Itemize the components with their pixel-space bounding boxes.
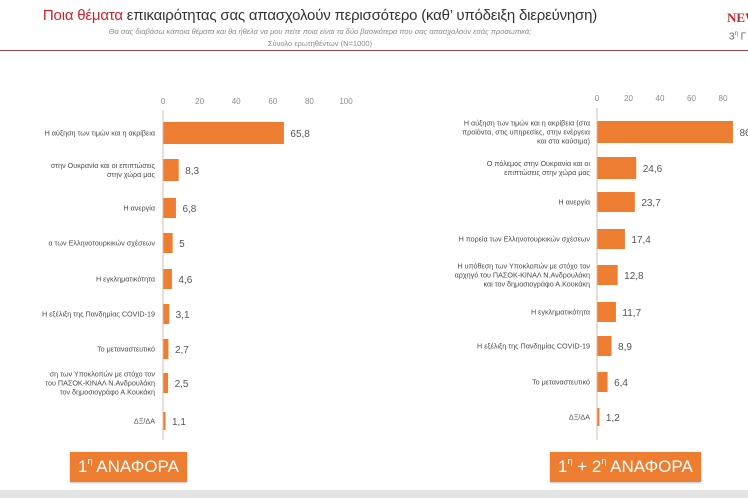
chart-first-mention: 0 20 40 60 80 100 65,8 Η αύξηση των τιμών και η… — [42, 97, 353, 440]
bar — [163, 304, 170, 324]
value-label: 24,6 — [643, 164, 663, 175]
category-label: Η εγκληματικότητα — [96, 275, 155, 284]
value-label: 2,7 — [175, 345, 189, 356]
tick-label: 100 — [339, 97, 353, 106]
badge-num: 1 — [78, 457, 88, 476]
edition-number: 3 — [729, 31, 735, 43]
bar — [163, 373, 169, 393]
value-label: 1,1 — [172, 417, 186, 428]
bar — [163, 339, 169, 359]
bar — [597, 265, 618, 285]
bar — [597, 229, 625, 249]
edition-sup: η — [734, 31, 738, 37]
tick-label: 40 — [656, 94, 665, 103]
value-label: 3,1 — [176, 310, 190, 321]
tick-label: 20 — [624, 94, 633, 103]
category-label: Η εγκληματικότητα — [531, 308, 590, 317]
category-label: Η ανεργία — [558, 198, 590, 207]
badge-text: ΑΝΑΦΟΡΑ — [92, 457, 179, 476]
tick-label: 0 — [161, 97, 166, 106]
category-label: Η υπόθεση των Υποκλοπών με στόχο τον — [457, 262, 590, 271]
value-label: 2,5 — [175, 379, 189, 390]
category-label: επιπτώσεις στην χώρα μας — [504, 168, 590, 177]
tick-label: 60 — [268, 97, 277, 106]
tick-label: 20 — [195, 97, 204, 106]
question-text: Θα σας διαβάσω κάποια θέματα και θα ήθελ… — [108, 27, 532, 36]
category-label: Το μεταναστευτικό — [532, 378, 590, 387]
badge-sup: η — [567, 456, 573, 466]
bar — [163, 412, 166, 430]
tick-label: 40 — [232, 97, 241, 106]
bar — [597, 121, 733, 143]
value-label: 8,9 — [618, 342, 632, 353]
category-label: αρχηγό του ΠΑΣΟΚ-ΚΙΝΑΛ Ν.Ανδρουλάκη — [455, 271, 590, 280]
value-label: 4,6 — [178, 275, 192, 286]
value-label: 8,3 — [185, 166, 199, 177]
badge-plus: + — [572, 457, 592, 476]
bar — [163, 233, 173, 253]
bar — [163, 269, 172, 289]
category-label: στην χώρα μας — [107, 170, 156, 179]
tick-label: 60 — [687, 94, 696, 103]
bar — [597, 408, 600, 426]
badge-sup-2: η — [601, 456, 607, 466]
category-label: Το μεταναστευτικό — [97, 345, 155, 354]
category-label: στην Ουκρανία και οι επιπτώσεις — [51, 161, 156, 170]
bar — [597, 192, 635, 212]
title-text: επικαιρότητας σας απασχολούν περισσότερο… — [122, 7, 598, 24]
bar — [597, 372, 608, 392]
chart-first-second-mention: 0 20 40 60 80 86 Η αύξηση των τιμών και η ακρί… — [455, 94, 748, 440]
category-label: Η ανεργία — [123, 204, 155, 213]
category-label: και τον δημοσιογράφο Α.Κουκάκη — [483, 280, 590, 289]
bar — [597, 157, 637, 179]
category-label: του ΠΑΣΟΚ-ΚΙΝΑΛ Ν.Ανδρουλάκη — [45, 379, 155, 388]
badge-num: 1 — [558, 457, 568, 476]
badge-sup: η — [87, 456, 93, 466]
report-header: Ποια θέματα επικαιρότητας σας απασχολούν… — [0, 0, 748, 51]
value-label: 6,8 — [182, 204, 196, 215]
value-label: 1,2 — [606, 413, 620, 424]
value-label: 23,7 — [641, 198, 661, 209]
bar — [163, 122, 284, 144]
bar — [163, 198, 176, 218]
badge-first-second-mention: 1η + 2η ΑΝΑΦΟΡΑ — [550, 452, 701, 482]
badge-first-mention: 1η ΑΝΑΦΟΡΑ — [70, 452, 187, 482]
brand-logo: NEW — [727, 10, 748, 25]
category-label: Η αύξηση των τιμών και η ακρίβεια (στα — [464, 119, 590, 128]
category-label: τον δημοσιογράφο Α.Κουκάκη — [60, 388, 155, 397]
category-label: Ο πόλεμος στην Ουκρανία και οι — [487, 159, 591, 168]
badge-num-2: 2 — [591, 457, 602, 476]
category-label: Η εξέλιξη της Πανδημίας COVID-19 — [477, 342, 590, 351]
value-label: 12,8 — [624, 271, 644, 282]
badge-text: ΑΝΑΦΟΡΑ — [606, 457, 693, 476]
category-label: Η εξέλιξη της Πανδημίας COVID-19 — [42, 310, 155, 319]
category-label: α των Ελληνοτουρκικών σχέσεων — [49, 239, 156, 248]
edition-label: 3η Γ — [729, 31, 746, 42]
tick-label: 80 — [719, 94, 728, 103]
page-title: Ποια θέματα επικαιρότητας σας απασχολούν… — [0, 7, 640, 24]
bar — [597, 302, 616, 322]
edition-rest: Γ — [737, 31, 747, 43]
bar — [597, 336, 612, 356]
value-label: 6,4 — [614, 378, 628, 389]
tick-label: 0 — [595, 94, 600, 103]
category-label: προϊόντα, στις υπηρεσίες, στην ενέργεια — [462, 128, 590, 137]
footer-strip — [0, 490, 748, 498]
category-label: ΔΞ/ΔΑ — [569, 413, 590, 422]
value-label: 65,8 — [290, 129, 310, 140]
category-label: ΔΞ/ΔΑ — [134, 417, 155, 426]
category-label: Η πορεία των Ελληνοτουρκικών σχέσεων — [459, 235, 591, 244]
sample-size: Σύνολο ερωτηθέντων (N=1000) — [267, 39, 373, 48]
value-label: 11,7 — [622, 308, 641, 319]
category-label: ση των Υποκλοπών με στόχο τον — [50, 370, 156, 379]
bar — [163, 159, 179, 181]
tick-label: 80 — [305, 97, 314, 106]
category-label: Η αύξηση των τιμών και η ακρίβεια — [45, 129, 155, 138]
value-label: 86 — [739, 128, 748, 139]
category-label: και στα καύσιμα) — [537, 137, 590, 146]
title-highlight: Ποια θέματα — [42, 7, 123, 24]
value-label: 17,4 — [631, 235, 651, 246]
value-label: 5 — [179, 239, 185, 250]
